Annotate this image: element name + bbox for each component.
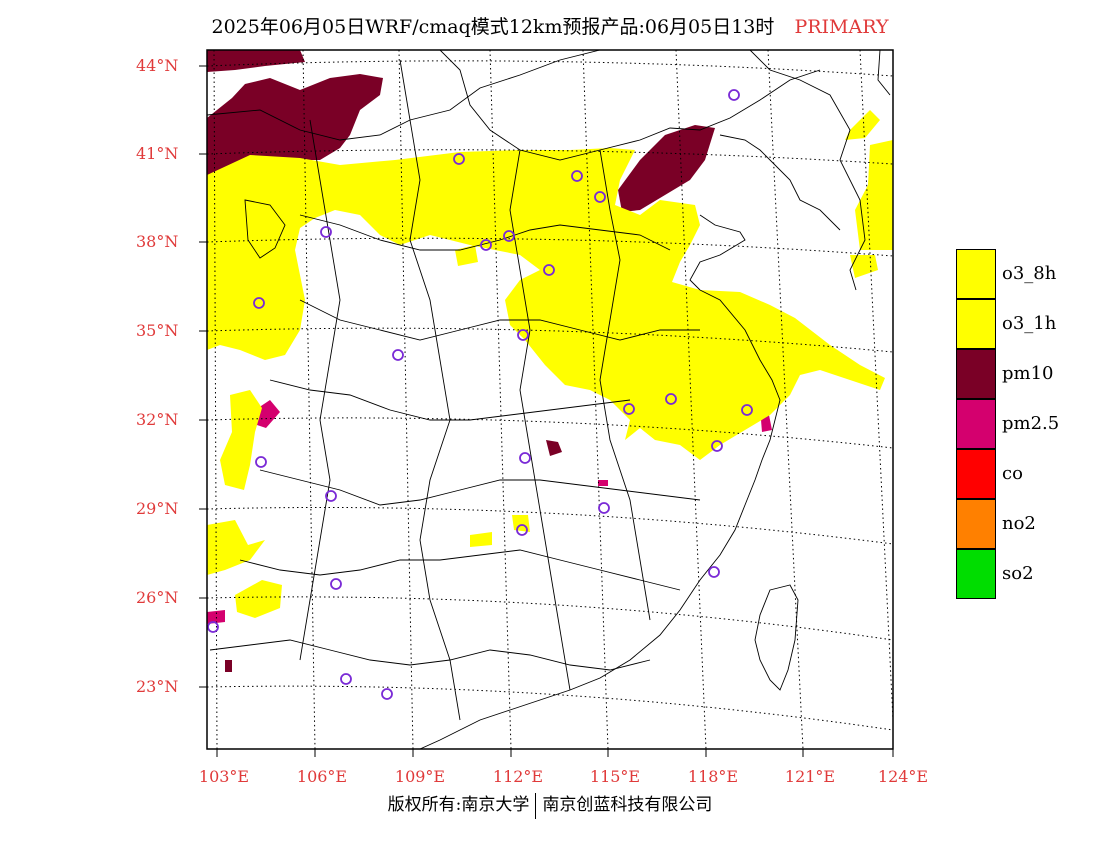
legend-swatch bbox=[956, 399, 996, 449]
legend-item-pm10: pm10 bbox=[956, 349, 1096, 399]
lat-label-32: 32°N bbox=[136, 410, 179, 429]
legend-label: pm10 bbox=[1002, 363, 1054, 384]
legend-swatch bbox=[956, 249, 996, 299]
lat-label-38: 38°N bbox=[136, 232, 179, 251]
legend-swatch bbox=[956, 349, 996, 399]
o3-regions bbox=[207, 110, 893, 618]
lat-label-41: 41°N bbox=[136, 144, 179, 163]
lon-label-124: 124°E bbox=[877, 767, 929, 786]
copyright-owner: 版权所有:南京大学 bbox=[387, 795, 530, 815]
lat-label-44: 44°N bbox=[136, 56, 179, 75]
title-tag: PRIMARY bbox=[794, 16, 889, 38]
copyright-company: 南京创蓝科技有限公司 bbox=[542, 795, 713, 815]
legend-item-o3-8h: o3_8h bbox=[956, 249, 1096, 299]
boundary-lines bbox=[207, 50, 891, 749]
legend-item-pm25: pm2.5 bbox=[956, 399, 1096, 449]
legend-label: o3_8h bbox=[1002, 263, 1057, 284]
legend-item-co: co bbox=[956, 449, 1096, 499]
legend-swatch bbox=[956, 299, 996, 349]
lat-label-35: 35°N bbox=[136, 321, 179, 340]
lon-label-115: 115°E bbox=[589, 767, 641, 786]
lon-label-112: 112°E bbox=[492, 767, 544, 786]
map-frame bbox=[206, 49, 894, 750]
legend-label: pm2.5 bbox=[1002, 413, 1060, 434]
title-main: 2025年06月05日WRF/cmaq模式12km预报产品:06月05日13时 bbox=[211, 16, 775, 38]
lon-label-118: 118°E bbox=[687, 767, 739, 786]
legend-swatch bbox=[956, 499, 996, 549]
lat-label-29: 29°N bbox=[136, 499, 179, 518]
legend-swatch bbox=[956, 449, 996, 499]
legend-swatch bbox=[956, 549, 996, 599]
legend-item-o3-1h: o3_1h bbox=[956, 299, 1096, 349]
lon-label-109: 109°E bbox=[394, 767, 446, 786]
lon-label-121: 121°E bbox=[784, 767, 836, 786]
lon-label-106: 106°E bbox=[296, 767, 348, 786]
lat-label-26: 26°N bbox=[136, 588, 179, 607]
legend-label: co bbox=[1002, 463, 1023, 484]
copyright-footer: 版权所有:南京大学 南京创蓝科技有限公司 bbox=[0, 790, 1100, 819]
lon-label-103: 103°E bbox=[198, 767, 250, 786]
pollutant-legend: o3_8h o3_1h pm10 pm2.5 co no2 so2 bbox=[956, 249, 1096, 599]
legend-item-so2: so2 bbox=[956, 549, 1096, 599]
legend-label: o3_1h bbox=[1002, 313, 1057, 334]
lat-label-23: 23°N bbox=[136, 677, 179, 696]
axis-ticks bbox=[199, 65, 894, 757]
legend-item-no2: no2 bbox=[956, 499, 1096, 549]
legend-label: no2 bbox=[1002, 513, 1036, 534]
map-content bbox=[207, 50, 893, 749]
map-title: 2025年06月05日WRF/cmaq模式12km预报产品:06月05日13时 … bbox=[0, 12, 1100, 39]
footer-divider bbox=[535, 792, 537, 819]
station-markers bbox=[207, 89, 753, 700]
legend-label: so2 bbox=[1002, 563, 1034, 584]
